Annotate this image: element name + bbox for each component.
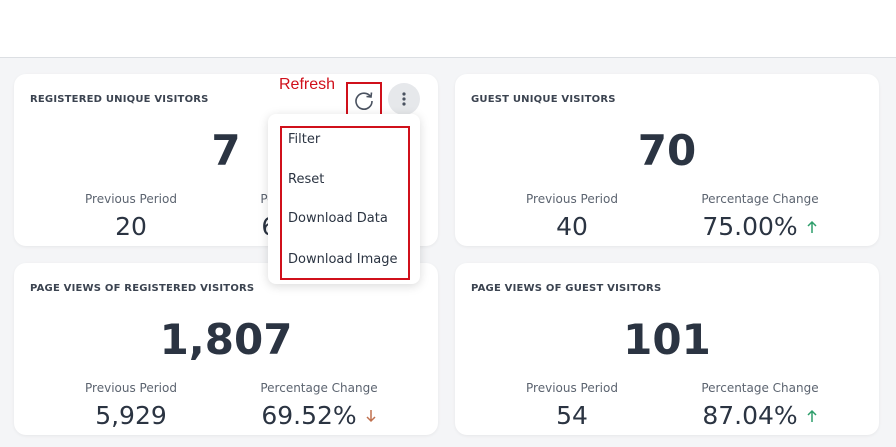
label: Previous Period xyxy=(526,192,618,206)
card-title: PAGE VIEWS OF REGISTERED VISITORS xyxy=(30,283,255,294)
card: PAGE VIEWS OF GUEST VISITORS 101 Previous … xyxy=(455,263,879,435)
value: 20 xyxy=(115,212,147,241)
metric-value: 1,807 xyxy=(159,315,293,364)
previous-period: Previous Period 5,929 xyxy=(31,381,231,430)
previous-period: Previous Period 20 xyxy=(31,192,231,241)
more-button[interactable] xyxy=(388,83,420,115)
previous-period: Previous Period 40 xyxy=(472,192,672,241)
value: 5,929 xyxy=(95,401,167,430)
card: GUEST UNIQUE VISITORS 70 Previous Period 40… xyxy=(455,74,879,246)
metric-value: 101 xyxy=(623,315,711,364)
value-row: 87.04% xyxy=(660,401,860,430)
percentage-change: Percentage Change 87.04% xyxy=(660,381,860,430)
top-bar xyxy=(0,0,896,58)
value-row: 5,929 xyxy=(31,401,231,430)
card-title: REGISTERED UNIQUE VISITORS xyxy=(30,94,209,105)
menu-item[interactable]: Download Image xyxy=(288,252,398,267)
refresh-icon xyxy=(355,92,373,110)
metric-value: 7 xyxy=(211,126,241,175)
menu-item[interactable]: Download Data xyxy=(288,211,388,226)
menu-item[interactable]: Reset xyxy=(288,172,325,187)
trend-arrow xyxy=(807,409,817,422)
trend-arrow xyxy=(807,220,817,233)
percentage-change: Percentage Change 69.52% xyxy=(219,381,419,430)
label: Percentage Change xyxy=(701,381,819,395)
label: Percentage Change xyxy=(260,381,378,395)
label: Previous Period xyxy=(85,381,177,395)
card-title: GUEST UNIQUE VISITORS xyxy=(471,94,616,105)
kebab-icon xyxy=(402,92,406,106)
value-row: 69.52% xyxy=(219,401,419,430)
label: Percentage Change xyxy=(701,192,819,206)
previous-period: Previous Period 54 xyxy=(472,381,672,430)
dropdown-menu: Filter Reset Download Data Download Image xyxy=(268,114,420,284)
value-row: 20 xyxy=(31,212,231,241)
value: 69.52% xyxy=(261,401,357,430)
value: 75.00% xyxy=(702,212,798,241)
value: 40 xyxy=(556,212,588,241)
value: 87.04% xyxy=(702,401,798,430)
metric-value: 70 xyxy=(637,126,697,175)
value: 54 xyxy=(556,401,588,430)
card-title: PAGE VIEWS OF GUEST VISITORS xyxy=(471,283,662,294)
trend-arrow xyxy=(366,409,376,422)
label: Previous Period xyxy=(85,192,177,206)
refresh-button[interactable] xyxy=(346,82,382,118)
menu-item[interactable]: Filter xyxy=(288,132,321,147)
value-row: 54 xyxy=(472,401,672,430)
highlight-box xyxy=(280,126,410,280)
value-row: 40 xyxy=(472,212,672,241)
value-row: 75.00% xyxy=(660,212,860,241)
card: PAGE VIEWS OF REGISTERED VISITORS 1,807 Pr… xyxy=(14,263,438,435)
percentage-change: Percentage Change 75.00% xyxy=(660,192,860,241)
label: Previous Period xyxy=(526,381,618,395)
annotation: Refresh xyxy=(279,76,336,93)
